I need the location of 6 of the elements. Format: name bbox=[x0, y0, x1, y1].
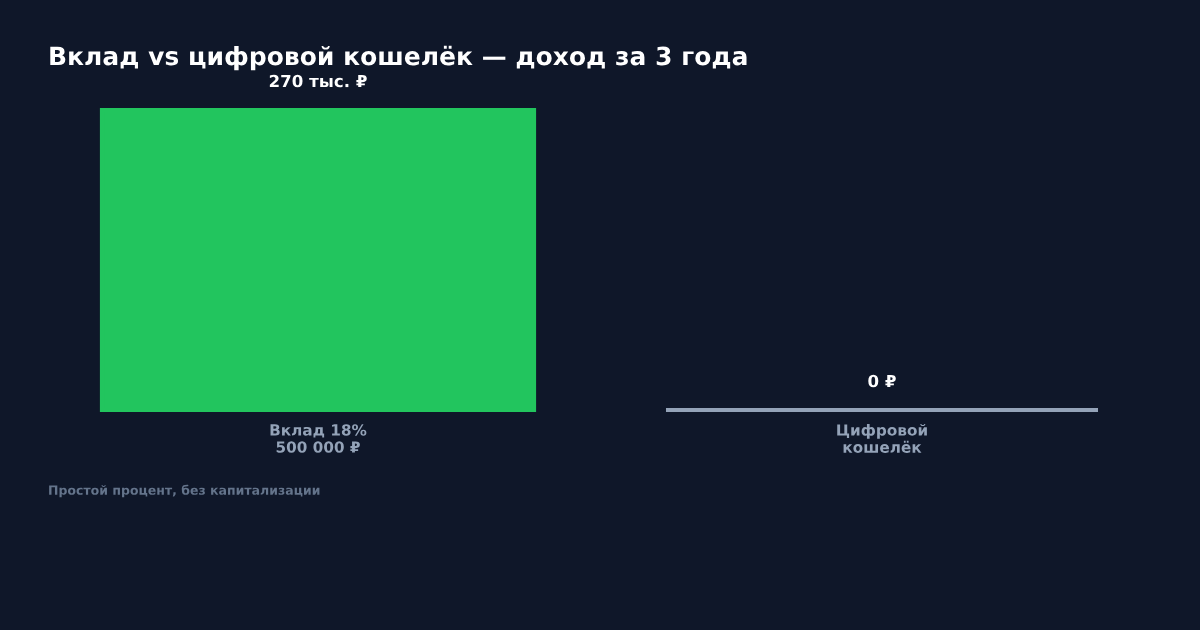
data-label: 0 ₽ bbox=[868, 374, 896, 388]
chart-title: Вклад vs цифровой кошелёк — доход за 3 года bbox=[50, 45, 747, 71]
data-label: 270 тыс. ₽ bbox=[269, 74, 367, 88]
x-tick-label: Вклад 18% 500 000 ₽ bbox=[270, 424, 367, 453]
text: Простой процент, без капитализации bbox=[49, 484, 320, 498]
x-tick-label: Цифровой кошелёк bbox=[837, 423, 927, 453]
